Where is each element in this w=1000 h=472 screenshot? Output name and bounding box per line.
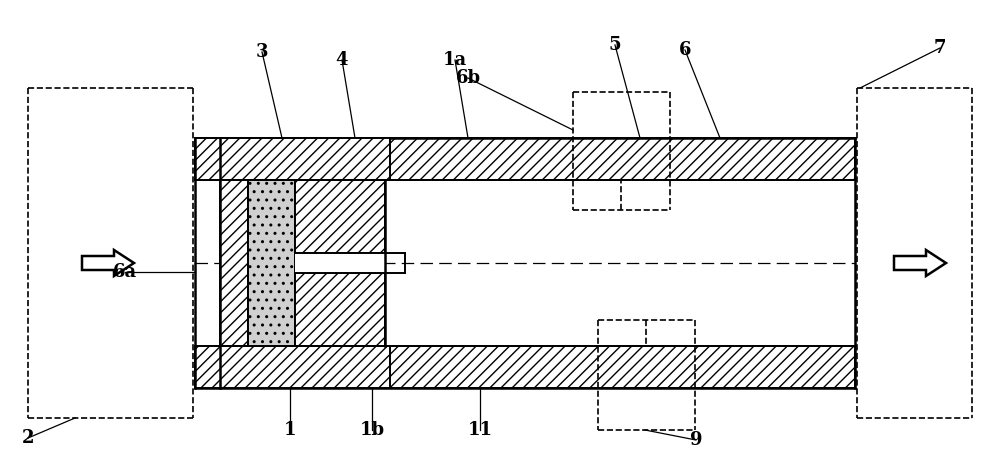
Polygon shape: [82, 250, 134, 276]
Bar: [220, 180, 248, 346]
Bar: [195, 138, 390, 180]
Bar: [195, 138, 855, 180]
Text: 3: 3: [256, 43, 268, 61]
Text: 2: 2: [22, 429, 34, 447]
Text: 6b: 6b: [455, 69, 481, 87]
Bar: [248, 180, 295, 346]
Polygon shape: [894, 250, 946, 276]
Text: 4: 4: [336, 51, 348, 69]
Text: 5: 5: [609, 36, 621, 54]
Bar: [405, 180, 855, 346]
Text: 6: 6: [679, 41, 691, 59]
Bar: [195, 346, 855, 388]
Text: 6a: 6a: [113, 263, 137, 281]
Text: 11: 11: [468, 421, 492, 439]
Bar: [295, 273, 385, 346]
Bar: [295, 180, 385, 253]
Text: 1a: 1a: [443, 51, 467, 69]
Bar: [195, 346, 390, 388]
Bar: [295, 253, 385, 273]
Text: 1b: 1b: [359, 421, 385, 439]
Text: 7: 7: [934, 39, 946, 57]
Text: 9: 9: [690, 431, 702, 449]
Text: 1: 1: [284, 421, 296, 439]
